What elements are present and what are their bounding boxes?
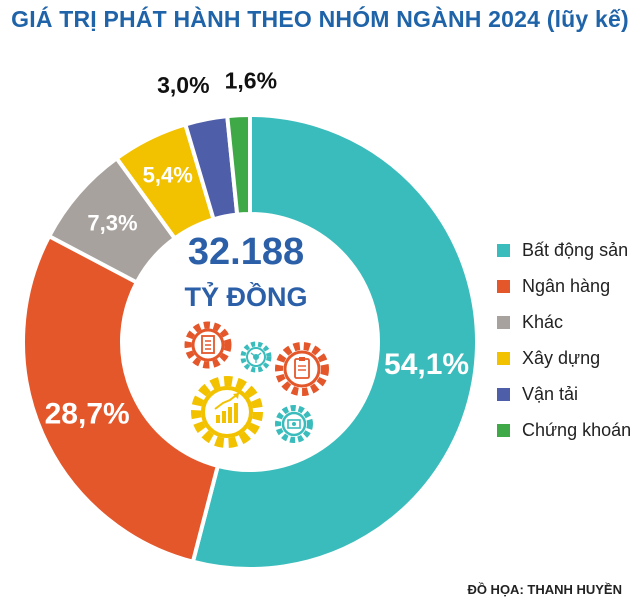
legend-label: Khác xyxy=(522,311,564,332)
clipboard-gear-icon xyxy=(275,342,329,396)
center-total-unit: TỶ ĐỒNG xyxy=(184,280,307,312)
data-label-xay-dung: 5,4% xyxy=(143,163,193,188)
network-gear-icon xyxy=(240,341,272,373)
data-label-van-tai: 3,0% xyxy=(157,72,209,98)
legend-swatch xyxy=(497,243,510,257)
legend-swatch xyxy=(497,279,510,293)
document-gear-icon xyxy=(184,321,232,369)
donut-slice-bat-dong-san xyxy=(190,112,479,571)
legend-item-xay-dung: Xây dựng xyxy=(497,340,631,376)
legend-item-van-tai: Vận tải xyxy=(497,376,631,412)
legend-label: Chứng khoán xyxy=(522,419,632,440)
legend-swatch xyxy=(497,315,510,329)
legend: Bất động sản Ngân hàng Khác Xây dựng Vận… xyxy=(497,232,631,448)
slice-labels-group: 54,1% 28,7% 7,3%5,4% 3,0% 1,6% xyxy=(45,67,469,430)
legend-label: Xây dựng xyxy=(522,347,601,368)
legend-swatch xyxy=(497,423,510,437)
center-total-value: 32.188 xyxy=(188,231,304,273)
slices-group xyxy=(21,112,479,571)
legend-item-khac: Khác xyxy=(497,304,631,340)
legend-swatch xyxy=(497,351,510,365)
legend-swatch xyxy=(497,387,510,401)
donut-slice-ngan-hang xyxy=(21,233,221,565)
donut-slice-chung-khoan xyxy=(225,112,252,217)
growth-chart-gear-icon xyxy=(191,376,263,448)
graphic-credit: ĐỒ HỌA: THANH HUYỀN xyxy=(467,582,622,597)
legend-item-bat-dong-san: Bất động sản xyxy=(497,232,631,268)
chart-title: GIÁ TRỊ PHÁT HÀNH THEO NHÓM NGÀNH 2024 (… xyxy=(11,6,629,32)
legend-label: Bất động sản xyxy=(522,239,629,260)
legend-item-chung-khoan: Chứng khoán xyxy=(497,412,631,448)
data-label-ngan-hang: 28,7% xyxy=(45,397,130,430)
data-label-khac: 7,3% xyxy=(87,210,137,235)
data-label-chung-khoan: 1,6% xyxy=(225,67,277,93)
data-label-bat-dong-san: 54,1% xyxy=(384,348,469,381)
money-gear-icon xyxy=(275,405,313,443)
legend-item-ngan-hang: Ngân hàng xyxy=(497,268,631,304)
legend-label: Vận tải xyxy=(522,383,579,404)
legend-label: Ngân hàng xyxy=(522,275,611,296)
